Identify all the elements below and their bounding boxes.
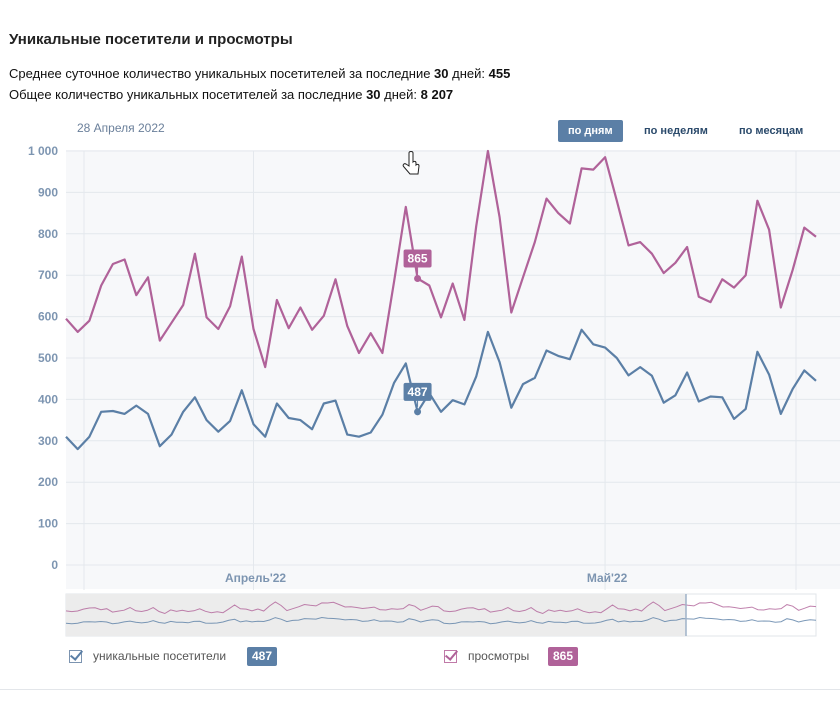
stat2-days: 30: [366, 87, 381, 102]
legend-views-label: просмотры: [468, 649, 530, 663]
period-months-button[interactable]: по месяцам: [739, 125, 804, 137]
y-tick-label: 300: [38, 434, 58, 448]
total-unique-stat: Общее количество уникальных посетителей …: [9, 87, 453, 102]
views-checkbox-icon[interactable]: [444, 650, 457, 663]
legend-unique-label: уникальные посетители: [93, 649, 227, 663]
x-month-label: Апрель'22: [225, 571, 286, 585]
x-month-label: Май'22: [587, 571, 628, 585]
navigator-shade: [66, 594, 686, 636]
y-tick-label: 200: [38, 475, 58, 489]
plot-area: [66, 150, 840, 589]
hand-cursor-icon: [402, 151, 420, 175]
y-tick-label: 1 000: [28, 144, 58, 158]
stat2-prefix: Общее количество уникальных посетителей …: [9, 87, 367, 102]
tooltip-value: 487: [408, 385, 428, 399]
y-tick-label: 500: [38, 351, 58, 365]
section-divider: [0, 689, 840, 690]
views-tooltip: 865: [403, 249, 432, 274]
y-tick-label: 100: [38, 517, 58, 531]
legend-unique-value-badge: 487: [247, 647, 278, 666]
y-tick-label: 400: [38, 392, 58, 406]
page-title: Уникальные посетители и просмотры: [9, 31, 293, 48]
navigator-views-line: [65, 601, 817, 615]
range-navigator[interactable]: [65, 593, 817, 637]
y-tick-label: 900: [38, 185, 58, 199]
stat2-value: 8 207: [420, 87, 454, 102]
stat1-mid: дней:: [448, 66, 489, 81]
period-days-button[interactable]: по дням: [558, 120, 623, 142]
y-tick-label: 600: [38, 310, 58, 324]
series-views-line: [65, 149, 817, 369]
unique-highlight-point: [414, 408, 422, 416]
views-highlight-point: [414, 275, 422, 283]
tooltip-value: 865: [408, 252, 428, 266]
legend-views-value-badge: 865: [548, 647, 579, 666]
y-tick-label: 0: [51, 558, 58, 572]
stat2-mid: дней:: [380, 87, 421, 102]
period-weeks-button[interactable]: по неделям: [644, 125, 708, 137]
stat1-days: 30: [434, 66, 449, 81]
y-tick-label: 800: [38, 227, 58, 241]
series-unique-line: [65, 328, 817, 451]
navigator-unique-line: [65, 616, 817, 625]
stat1-value: 455: [488, 66, 511, 81]
hovered-date-label: 28 Апреля 2022: [77, 121, 165, 135]
stat1-prefix: Среднее суточное количество уникальных п…: [9, 66, 435, 81]
unique-checkbox-icon[interactable]: [69, 650, 82, 663]
y-tick-label: 700: [38, 268, 58, 282]
unique-tooltip: 487: [403, 382, 432, 407]
average-daily-stat: Среднее суточное количество уникальных п…: [9, 66, 510, 81]
